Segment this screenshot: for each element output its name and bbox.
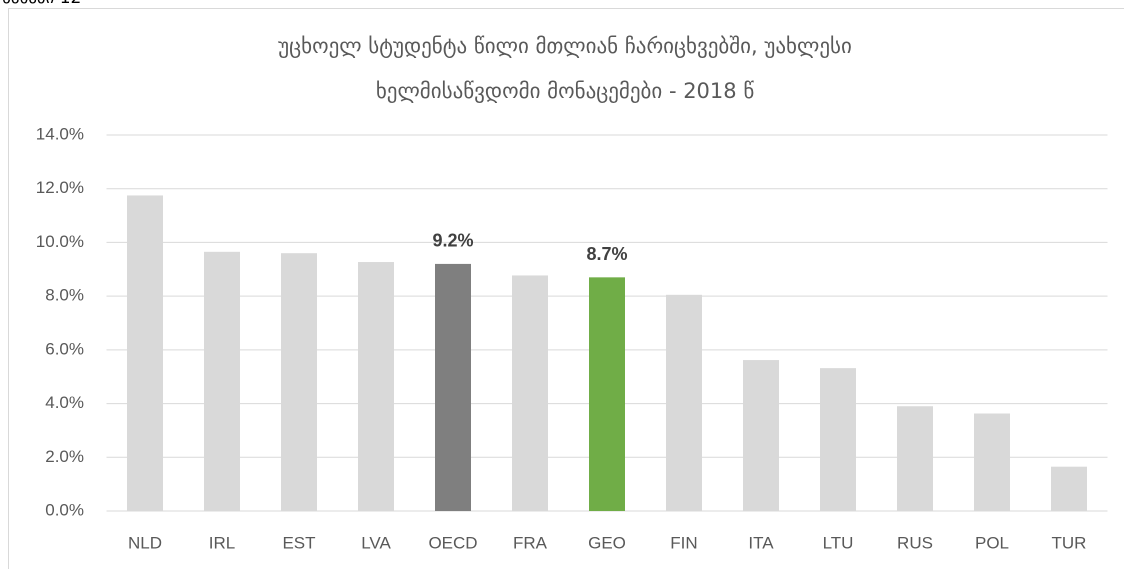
y-tick-label: 10.0% — [36, 232, 84, 251]
x-tick-label: EST — [282, 533, 315, 552]
bar — [358, 262, 394, 511]
bar — [281, 253, 317, 511]
y-tick-label: 0.0% — [45, 500, 84, 519]
y-tick-label: 12.0% — [36, 178, 84, 197]
x-tick-label: TUR — [1052, 533, 1087, 552]
x-tick-label: IRL — [209, 533, 235, 552]
caption: ნახაზი 12 — [2, 0, 81, 8]
x-tick-label: LVA — [361, 533, 391, 552]
x-tick-label: ITA — [748, 533, 774, 552]
bar — [127, 195, 163, 511]
bar — [897, 406, 933, 511]
x-tick-label: FRA — [513, 533, 548, 552]
bar — [1051, 466, 1087, 511]
bar — [666, 294, 702, 511]
y-tick-label: 2.0% — [45, 447, 84, 466]
chart-title: უცხოელ სტუდენტა წილი მთლიან ჩარიცხვებში,… — [278, 34, 852, 58]
value-label: 9.2% — [432, 231, 473, 251]
bar — [974, 413, 1010, 511]
bar — [743, 360, 779, 511]
bar — [512, 275, 548, 511]
chart-frame — [8, 8, 1124, 569]
y-tick-label: 8.0% — [45, 286, 84, 305]
y-tick-label: 14.0% — [36, 124, 84, 143]
x-tick-label: FIN — [670, 533, 697, 552]
x-tick-label: POL — [975, 533, 1009, 552]
y-tick-label: 6.0% — [45, 339, 84, 358]
bar — [820, 368, 856, 511]
x-tick-label: NLD — [128, 533, 162, 552]
bar — [435, 263, 471, 511]
bar — [589, 277, 625, 511]
chart-title: ხელმისაწვდომი მონაცემები - 2018 წ — [376, 79, 755, 103]
x-tick-label: LTU — [823, 533, 854, 552]
x-tick-label: GEO — [588, 533, 626, 552]
y-tick-label: 4.0% — [45, 393, 84, 412]
value-label: 8.7% — [586, 244, 627, 264]
bar — [204, 251, 240, 512]
x-tick-label: OECD — [428, 533, 477, 552]
x-tick-label: RUS — [897, 533, 933, 552]
